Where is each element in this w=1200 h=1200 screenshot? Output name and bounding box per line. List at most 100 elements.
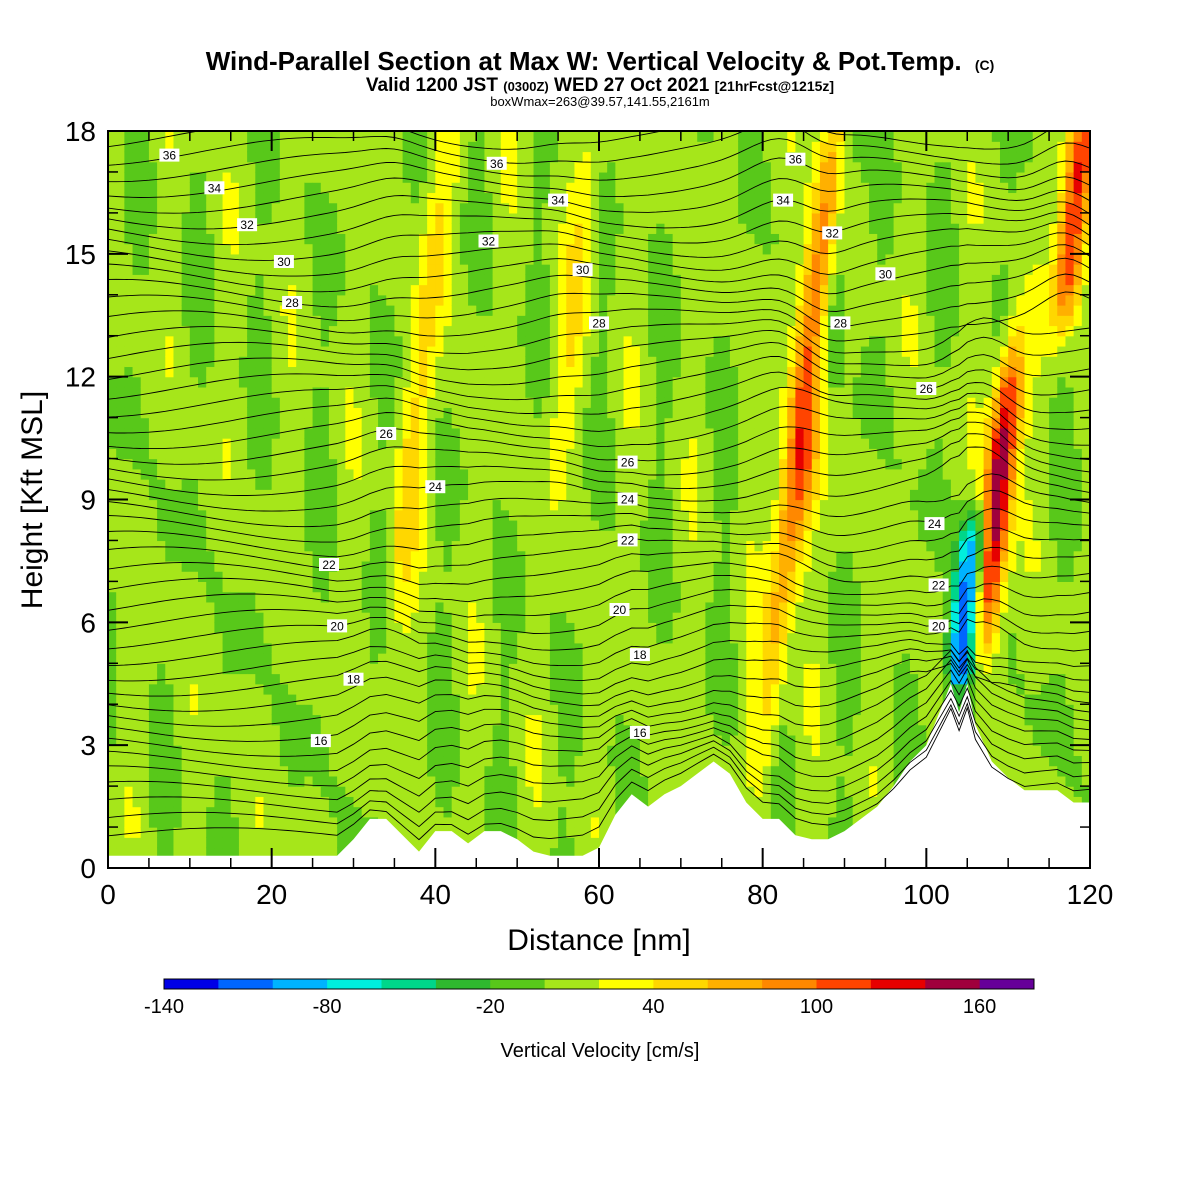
velocity-cell: [312, 632, 322, 644]
velocity-cell: [345, 192, 355, 204]
velocity-cell: [296, 182, 305, 194]
velocity-cell: [181, 284, 191, 296]
velocity-cell: [484, 397, 494, 408]
velocity-cell: [173, 345, 183, 357]
velocity-cell: [189, 714, 199, 726]
velocity-cell: [607, 642, 616, 654]
velocity-cell: [525, 294, 535, 306]
velocity-cell: [607, 693, 616, 705]
velocity-cell: [271, 632, 281, 644]
velocity-cell: [222, 427, 232, 439]
velocity-cell: [517, 315, 526, 327]
velocity-cell: [484, 499, 494, 511]
velocity-cell: [345, 612, 355, 623]
velocity-cell: [615, 284, 625, 296]
velocity-cell: [623, 632, 633, 644]
velocity-cell: [238, 427, 248, 439]
velocity-cell: [517, 683, 526, 695]
velocity-cell: [558, 223, 567, 234]
velocity-cell: [500, 796, 510, 808]
velocity-cell: [541, 438, 551, 449]
velocity-cell: [402, 693, 412, 705]
velocity-cell: [484, 223, 494, 234]
velocity-cell: [533, 632, 543, 644]
velocity-cell: [271, 397, 281, 408]
velocity-cell: [124, 683, 134, 695]
velocity-cell: [222, 827, 232, 838]
velocity-cell: [541, 192, 551, 204]
velocity-cell: [189, 540, 199, 552]
velocity-cell: [312, 161, 322, 173]
velocity-cell: [288, 141, 297, 153]
velocity-cell: [304, 632, 314, 644]
velocity-cell: [435, 131, 445, 142]
velocity-cell: [508, 284, 518, 296]
velocity-cell: [484, 294, 494, 306]
velocity-cell: [566, 571, 576, 582]
velocity-cell: [255, 612, 265, 623]
velocity-cell: [582, 438, 592, 449]
velocity-cell: [386, 622, 396, 634]
velocity-cell: [664, 642, 674, 654]
velocity-cell: [238, 284, 248, 296]
velocity-cell: [664, 356, 674, 368]
velocity-cell: [304, 734, 314, 746]
velocity-cell: [140, 509, 150, 521]
velocity-cell: [116, 827, 125, 838]
velocity-cell: [206, 591, 215, 603]
velocity-cell: [148, 724, 158, 736]
velocity-cell: [214, 663, 224, 675]
velocity-cell: [214, 479, 224, 490]
velocity-cell: [517, 407, 526, 419]
velocity-cell: [230, 560, 240, 572]
velocity-cell: [394, 325, 404, 337]
velocity-cell: [165, 223, 175, 234]
velocity-cell: [623, 253, 633, 265]
velocity-cell: [230, 663, 240, 675]
velocity-cell: [599, 632, 608, 644]
velocity-cell: [148, 479, 158, 490]
velocity-cell: [263, 427, 273, 439]
velocity-cell: [517, 693, 526, 705]
velocity-cell: [337, 571, 346, 582]
velocity-cell: [435, 683, 445, 695]
velocity-cell: [279, 837, 289, 849]
velocity-cell: [418, 479, 428, 490]
velocity-cell: [238, 612, 248, 623]
velocity-cell: [664, 468, 674, 480]
velocity-cell: [443, 683, 453, 695]
velocity-cell: [656, 345, 666, 357]
velocity-cell: [279, 438, 289, 449]
velocity-cell: [402, 745, 412, 757]
velocity-cell: [549, 325, 559, 337]
velocity-cell: [148, 141, 158, 153]
velocity-cell: [615, 253, 625, 265]
velocity-cell: [574, 315, 584, 327]
velocity-cell: [214, 683, 224, 695]
velocity-cell: [140, 847, 150, 859]
velocity-cell: [173, 601, 183, 613]
velocity-cell: [132, 786, 142, 797]
velocity-cell: [198, 305, 207, 316]
velocity-cell: [476, 827, 486, 838]
velocity-cell: [222, 376, 232, 388]
velocity-cell: [664, 233, 674, 245]
velocity-cell: [255, 755, 265, 767]
velocity-cell: [116, 386, 125, 398]
velocity-cell: [517, 796, 526, 808]
velocity-cell: [517, 479, 526, 490]
velocity-cell: [492, 642, 502, 654]
velocity-cell: [451, 325, 461, 337]
velocity-cell: [337, 693, 346, 705]
velocity-cell: [541, 827, 551, 838]
velocity-cell: [148, 212, 158, 224]
velocity-cell: [108, 581, 117, 593]
velocity-cell: [500, 366, 510, 378]
velocity-cell: [148, 571, 158, 582]
velocity-cell: [410, 530, 420, 542]
velocity-cell: [541, 233, 551, 245]
velocity-cell: [517, 724, 526, 736]
velocity-cell: [394, 192, 404, 204]
velocity-cell: [566, 755, 576, 767]
velocity-cell: [361, 171, 371, 183]
